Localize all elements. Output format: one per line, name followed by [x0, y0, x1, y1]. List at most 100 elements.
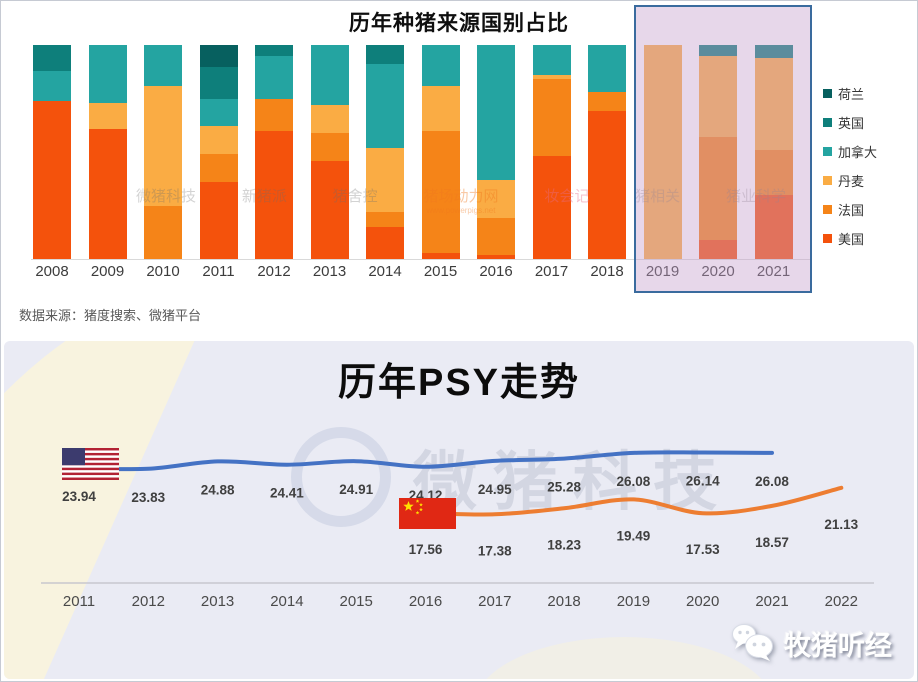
legend-label: 丹麦 — [838, 174, 865, 189]
segment-法国 — [699, 137, 737, 240]
segment-丹麦 — [477, 179, 515, 219]
year-label-2010: 2010 — [146, 263, 180, 280]
psy-year-2015: 2015 — [340, 593, 373, 610]
source-row: 数据来源：猪度搜索、微猪平台 — [1, 297, 917, 341]
psy-line-中国 — [423, 485, 844, 517]
legend-item-法国: 法国 — [823, 195, 877, 224]
psy-value-中国-2019: 19.49 — [617, 528, 651, 543]
wechat-icon — [732, 624, 773, 661]
brand-logo: 牧猪听经 — [730, 623, 892, 663]
segment-法国 — [532, 79, 571, 157]
psy-year-2021: 2021 — [755, 593, 788, 610]
segment-丹麦 — [421, 85, 460, 131]
segment-加拿大 — [199, 98, 238, 127]
bar-2019 — [643, 45, 682, 259]
segment-加拿大 — [532, 45, 571, 76]
psy-value-美国-2021: 26.08 — [755, 474, 789, 489]
psy-year-2016: 2016 — [409, 593, 442, 610]
segment-美国 — [421, 252, 460, 259]
segment-加拿大 — [88, 45, 127, 103]
bar-2017 — [532, 45, 571, 259]
legend-label: 荷兰 — [838, 87, 865, 102]
bar-2008 — [33, 44, 71, 259]
segment-法国 — [754, 149, 793, 195]
segment-美国 — [477, 254, 515, 259]
segment-美国 — [699, 239, 737, 259]
brand-name: 牧猪听经 — [784, 630, 892, 661]
segment-丹麦 — [754, 57, 793, 150]
highlight-box-2019-2021 — [634, 5, 812, 293]
segment-英国 — [33, 44, 71, 71]
x-axis-line — [31, 259, 811, 260]
year-label-2019: 2019 — [645, 263, 680, 280]
year-label-2021: 2021 — [756, 263, 791, 280]
year-label-2017: 2017 — [534, 263, 569, 280]
segment-英国 — [199, 66, 238, 99]
segment-美国 — [199, 182, 238, 259]
origin-share-chart: 历年种猪来源国别占比 微猪科技 新猪派 猪舍控 猪场动力网 www.powerpigs.… — [1, 1, 917, 297]
psy-value-中国-2022: 21.13 — [824, 517, 858, 532]
legend-item-加拿大: 加拿大 — [823, 137, 877, 166]
psy-year-2012: 2012 — [132, 593, 165, 610]
legend: 荷兰英国加拿大丹麦法国美国 — [823, 79, 877, 253]
year-label-2011: 2011 — [202, 263, 235, 280]
segment-法国 — [310, 132, 349, 161]
segment-美国 — [754, 194, 793, 259]
segment-美国 — [310, 160, 349, 259]
year-label-2013: 2013 — [312, 263, 347, 280]
segment-法国 — [477, 218, 515, 255]
segment-法国 — [199, 154, 238, 182]
psy-year-2020: 2020 — [686, 593, 719, 610]
psy-year-2014: 2014 — [270, 593, 303, 610]
psy-value-美国-2013: 24.88 — [201, 482, 235, 497]
year-label-2008: 2008 — [35, 263, 69, 280]
psy-value-美国-2015: 24.91 — [339, 482, 373, 497]
psy-value-美国-2012: 23.83 — [131, 490, 165, 505]
segment-法国 — [255, 98, 293, 131]
segment-美国 — [88, 128, 127, 259]
psy-value-美国-2018: 25.28 — [547, 480, 581, 495]
segment-加拿大 — [421, 45, 460, 86]
psy-year-2013: 2013 — [201, 593, 234, 610]
year-label-2020: 2020 — [701, 263, 735, 280]
legend-item-荷兰: 荷兰 — [823, 79, 877, 108]
psy-value-中国-2016: 17.56 — [409, 542, 443, 557]
psy-value-中国-2020: 17.53 — [686, 542, 720, 557]
segment-丹麦 — [199, 126, 238, 155]
year-label-2014: 2014 — [368, 263, 402, 280]
legend-swatch — [823, 89, 832, 98]
data-source-note: 数据来源：猪度搜索、微猪平台 — [19, 308, 202, 323]
psy-value-中国-2018: 18.23 — [547, 537, 581, 552]
bar-2021 — [754, 45, 793, 259]
segment-法国 — [144, 205, 182, 259]
psy-plot: 2011 2012 2013 2014 2015 2016 2017 2018 2019 2020… — [41, 448, 874, 610]
segment-加拿大 — [33, 70, 71, 101]
bar-2011 — [199, 45, 238, 259]
segment-美国 — [33, 100, 71, 259]
legend-swatch — [823, 234, 832, 243]
segment-法国 — [366, 211, 404, 227]
segment-英国 — [699, 45, 737, 56]
psy-year-2019: 2019 — [617, 593, 650, 610]
segment-加拿大 — [588, 44, 626, 93]
legend-label: 英国 — [838, 116, 865, 131]
legend-swatch — [823, 118, 832, 127]
segment-丹麦 — [310, 105, 349, 133]
segment-英国 — [366, 44, 404, 65]
segment-美国 — [366, 226, 404, 259]
legend-swatch — [823, 147, 832, 156]
year-label-2009: 2009 — [90, 263, 125, 280]
psy-value-中国-2021: 18.57 — [755, 535, 789, 550]
psy-year-2011: 2011 — [63, 593, 95, 610]
year-label-2016: 2016 — [479, 263, 513, 280]
segment-美国 — [532, 156, 571, 259]
legend-label: 美国 — [838, 232, 865, 247]
legend-item-美国: 美国 — [823, 224, 877, 253]
bar-2018 — [588, 44, 626, 259]
segment-丹麦 — [144, 85, 182, 206]
segment-英国 — [754, 45, 793, 58]
segment-丹麦 — [366, 147, 404, 212]
segment-丹麦 — [643, 45, 682, 259]
segment-法国 — [421, 130, 460, 253]
